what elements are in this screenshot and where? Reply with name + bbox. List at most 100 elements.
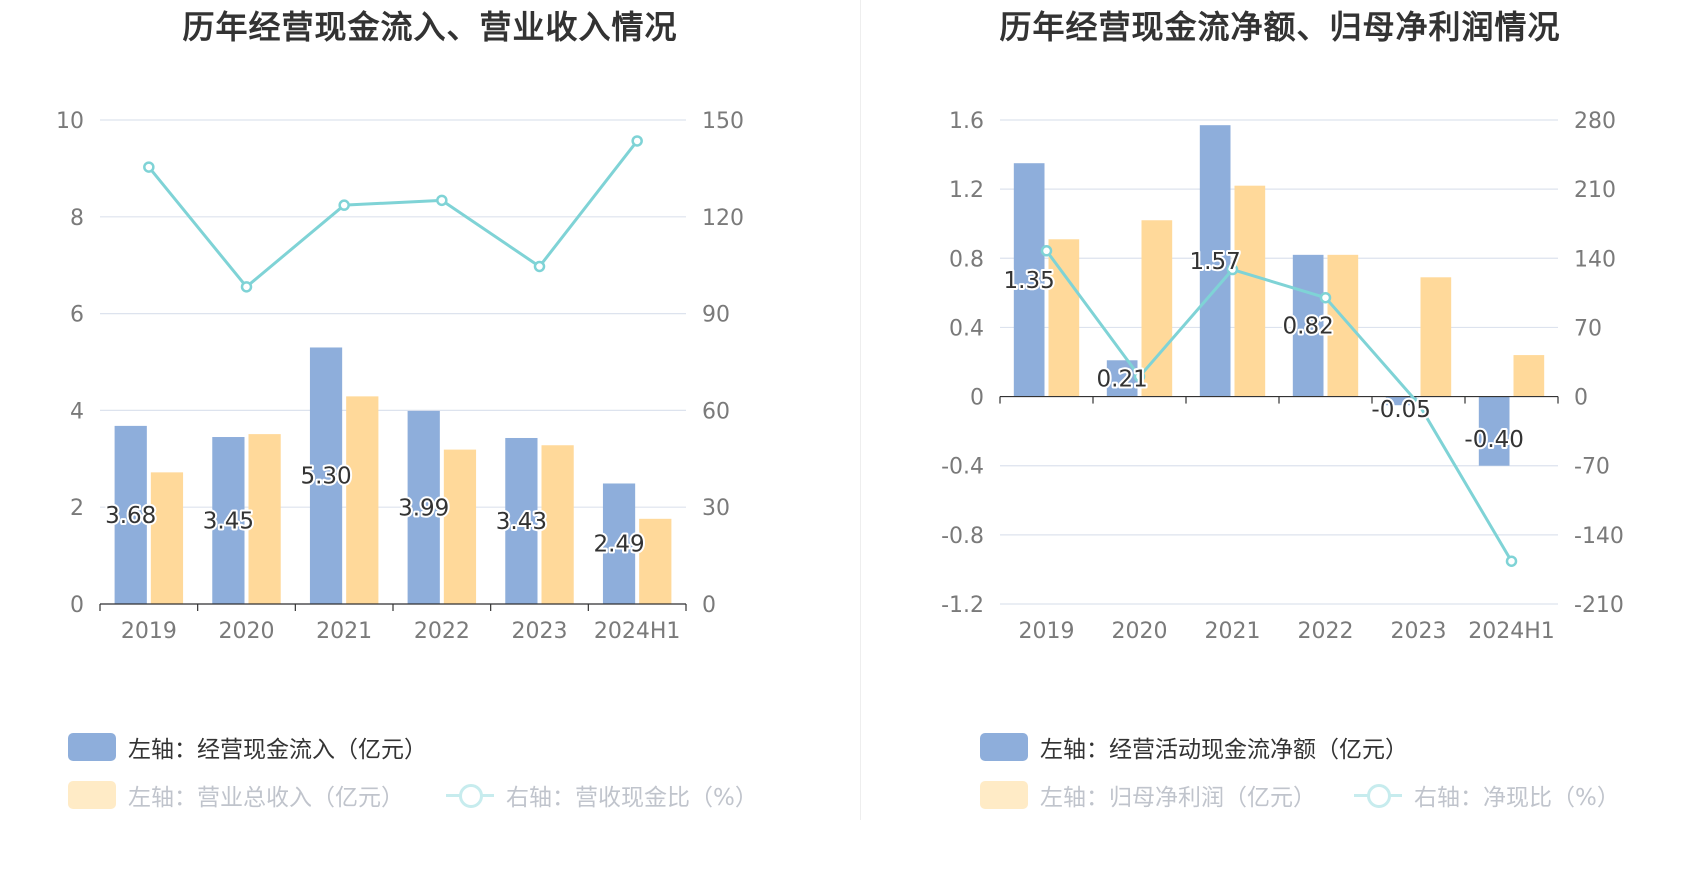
legend-label: 右轴：营收现金比（%） bbox=[506, 785, 758, 811]
bar bbox=[150, 472, 184, 604]
ratio-line bbox=[147, 140, 639, 289]
bar-data-label: -0.40 bbox=[1464, 427, 1524, 453]
left-axis-tick-label: -0.8 bbox=[941, 524, 984, 549]
legend-label: 左轴：归母净利润（亿元） bbox=[1040, 785, 1316, 811]
line-point bbox=[1319, 291, 1332, 304]
line-point bbox=[1412, 397, 1425, 410]
bar bbox=[443, 449, 477, 604]
legend-label: 右轴：净现比（%） bbox=[1414, 785, 1620, 811]
x-axis-category-label: 2020 bbox=[219, 619, 275, 644]
chart-title: 历年经营现金流净额、归母净利润情况 bbox=[999, 8, 1561, 46]
bar bbox=[1048, 239, 1080, 397]
x-axis-category-label: 2019 bbox=[121, 619, 177, 644]
legend-item-net-cash-ratio[interactable]: 右轴：净现比（%） bbox=[1354, 778, 1620, 812]
line-point bbox=[1505, 555, 1518, 567]
left-axis-tick-label: 10 bbox=[56, 109, 84, 134]
legend-label: 左轴：经营现金流入（亿元） bbox=[128, 737, 427, 763]
line-point bbox=[1040, 245, 1053, 257]
line-swatch-icon bbox=[1354, 781, 1402, 809]
left-axis-tick-label: 0.4 bbox=[949, 316, 984, 341]
legend-label: 左轴：经营活动现金流净额（亿元） bbox=[1040, 737, 1408, 763]
bar bbox=[1420, 277, 1452, 397]
bar-data-label: 3.68 bbox=[105, 503, 156, 529]
bar-data-label: 5.30 bbox=[300, 464, 351, 490]
right-axis-tick-label: 90 bbox=[702, 303, 730, 328]
left-axis-tick-label: 1.6 bbox=[949, 109, 984, 134]
ratio-line bbox=[1045, 249, 1513, 562]
left-axis-tick-label: 2 bbox=[70, 496, 84, 521]
bar bbox=[541, 445, 574, 604]
left-axis-tick-label: -1.2 bbox=[941, 593, 984, 618]
legend-item-net-profit[interactable]: 左轴：归母净利润（亿元） bbox=[980, 778, 1316, 812]
cash-inflow-revenue-chart: 0 2 4 6 8 10 0 30 60 90 120 150 2019 2020 2021 2022 2023… bbox=[56, 109, 744, 644]
bar-swatch-icon bbox=[68, 733, 116, 761]
bar bbox=[346, 396, 379, 604]
bar bbox=[212, 437, 245, 604]
bar-swatch-icon bbox=[980, 781, 1028, 809]
right-axis-tick-label: 70 bbox=[1574, 316, 1602, 341]
right-axis-tick-label: -140 bbox=[1574, 524, 1624, 549]
bar bbox=[1478, 396, 1510, 466]
legend-item-net-cash-flow[interactable]: 左轴：经营活动现金流净额（亿元） bbox=[980, 730, 1408, 764]
bar bbox=[602, 483, 636, 604]
right-axis-tick-label: 60 bbox=[702, 399, 730, 424]
right-axis-tick-label: 210 bbox=[1574, 178, 1616, 203]
bar bbox=[407, 410, 440, 604]
bar-data-label: 1.35 bbox=[1004, 268, 1055, 294]
x-axis-category-label: 2020 bbox=[1112, 619, 1168, 644]
bar-data-label: 3.43 bbox=[496, 509, 547, 535]
right-axis-tick-label: 30 bbox=[702, 496, 730, 521]
right-axis-tick-label: -210 bbox=[1574, 593, 1624, 618]
bar-data-label: 1.57 bbox=[1190, 249, 1241, 275]
left-axis-tick-label: 6 bbox=[70, 303, 84, 328]
legend-item-cash-inflow[interactable]: 左轴：经营现金流入（亿元） bbox=[68, 730, 427, 764]
line-point bbox=[533, 260, 546, 273]
bar-data-label: -0.05 bbox=[1371, 397, 1431, 423]
left-axis-tick-label: 0 bbox=[970, 386, 984, 411]
right-axis-tick-label: 0 bbox=[702, 593, 716, 618]
bar-data-label: 0.82 bbox=[1283, 314, 1334, 340]
left-axis-tick-label: 8 bbox=[70, 206, 84, 231]
legend-item-cash-ratio[interactable]: 右轴：营收现金比（%） bbox=[446, 778, 758, 812]
bar bbox=[1513, 355, 1545, 397]
right-axis-tick-label: 140 bbox=[1574, 247, 1616, 272]
right-axis-tick-label: 280 bbox=[1574, 109, 1616, 134]
line-swatch-icon bbox=[446, 781, 494, 809]
bar-swatch-icon bbox=[68, 781, 116, 809]
x-axis-category-label: 2023 bbox=[512, 619, 568, 644]
left-axis-tick-label: 0.8 bbox=[949, 247, 984, 272]
x-axis-category-label: 2022 bbox=[1298, 619, 1354, 644]
left-axis-tick-label: -0.4 bbox=[941, 455, 984, 480]
bar bbox=[114, 425, 147, 604]
chart-title: 历年经营现金流入、营业收入情况 bbox=[182, 8, 678, 46]
bar-data-label: 3.99 bbox=[398, 495, 449, 521]
left-axis-tick-label: 1.2 bbox=[949, 178, 984, 203]
line-point bbox=[338, 199, 350, 211]
bar bbox=[1292, 254, 1324, 397]
right-axis-tick-label: 150 bbox=[702, 109, 744, 134]
bar bbox=[248, 434, 281, 604]
left-axis-tick-label: 0 bbox=[70, 593, 84, 618]
legend-item-revenue[interactable]: 左轴：营业总收入（亿元） bbox=[68, 778, 404, 812]
x-axis-category-label: 2022 bbox=[414, 619, 470, 644]
bar-data-label: 0.21 bbox=[1097, 366, 1148, 392]
panel-divider bbox=[860, 0, 861, 820]
line-point bbox=[436, 194, 448, 207]
line-point bbox=[143, 161, 155, 173]
net-cash-flow-profit-chart: -1.2-0.8-0.400.40.81.21.6-210-140-700701… bbox=[941, 109, 1624, 644]
left-chart-panel: 历年经营现金流入、营业收入情况 0 2 4 6 8 10 0 30 60 90 120 150 2019… bbox=[56, 8, 758, 812]
bar bbox=[1327, 254, 1359, 397]
line-point bbox=[1226, 263, 1239, 276]
bar bbox=[505, 437, 538, 604]
bar bbox=[1199, 125, 1231, 397]
right-axis-tick-label: 120 bbox=[702, 206, 744, 231]
left-axis-tick-label: 4 bbox=[70, 399, 84, 424]
right-chart-panel: 历年经营现金流净额、归母净利润情况 -1.2 -0.8 -0.4 0 0.4 0.8 1.2… bbox=[860, 0, 1700, 874]
x-axis-category-label: 2021 bbox=[316, 619, 372, 644]
bar bbox=[1385, 396, 1417, 406]
right-axis-tick-label: 0 bbox=[1574, 386, 1588, 411]
bar bbox=[309, 347, 343, 604]
right-axis-tick-label: -70 bbox=[1574, 455, 1610, 480]
bar bbox=[639, 518, 672, 604]
legend-label: 左轴：营业总收入（亿元） bbox=[128, 785, 404, 811]
